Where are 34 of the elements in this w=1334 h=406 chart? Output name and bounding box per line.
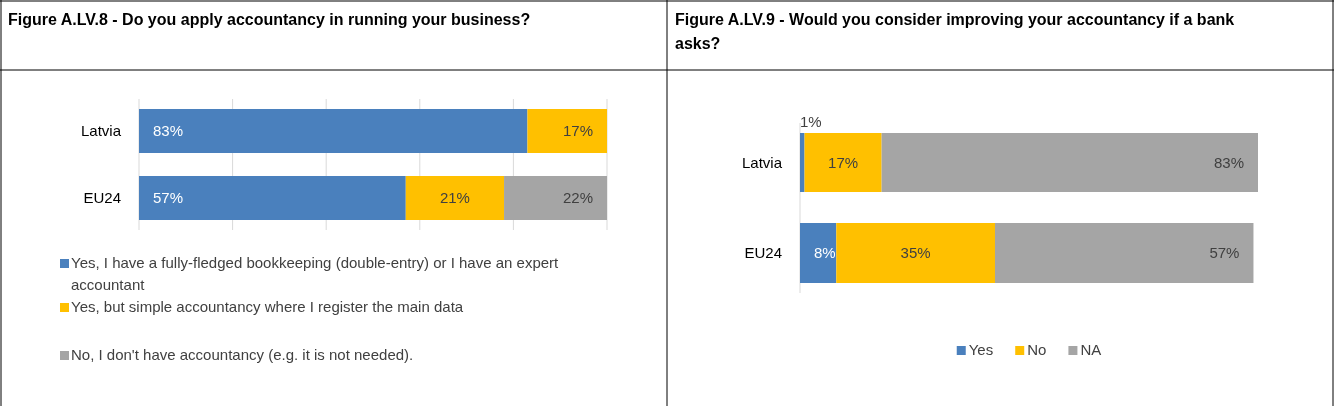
chart-title: Figure A.LV.8 - Do you apply accountancy in running your business?	[8, 11, 531, 28]
bar	[405, 176, 505, 220]
bar	[527, 109, 607, 153]
data-label: 1%	[800, 113, 822, 130]
chart-title: Figure A.LV.9 - Would you consider improving your accountancy if a bank asks?	[675, 11, 1235, 52]
legend-label: Yes, I have a fully-fledged bookkeeping (double-entry) or I have an expert accountant	[71, 254, 560, 293]
bar	[836, 223, 995, 283]
data-label: 35%	[900, 244, 931, 261]
bar	[139, 176, 406, 220]
bar	[804, 133, 882, 192]
y-tick-label: EU24	[744, 244, 782, 261]
data-label: 83%	[153, 122, 184, 139]
data-label: 21%	[439, 189, 470, 206]
y-tick-label: Latvia	[80, 122, 122, 139]
data-label: 17%	[562, 122, 593, 139]
data-label: 22%	[562, 189, 593, 206]
bar	[800, 223, 837, 283]
bar	[800, 133, 805, 192]
bar	[994, 223, 1254, 283]
bar	[504, 176, 607, 220]
y-tick-label: EU24	[83, 189, 121, 206]
legend-label: No, I don't have accountancy (e.g. it is not needed).	[71, 346, 414, 363]
y-tick-label: Latvia	[741, 153, 783, 171]
data-label: 83%	[1213, 153, 1244, 171]
data-label: 8%	[814, 244, 836, 261]
legend-label: NA	[1080, 341, 1102, 358]
data-label: 57%	[1209, 244, 1240, 261]
legend-label: Yes, but simple accountancy where I register the main data	[71, 298, 464, 315]
data-label: 57%	[153, 189, 184, 206]
bar	[139, 109, 528, 153]
legend-label: Yes	[968, 341, 994, 358]
legend-label: No	[1027, 341, 1047, 358]
data-label: 17%	[828, 153, 859, 171]
bar	[881, 133, 1258, 192]
